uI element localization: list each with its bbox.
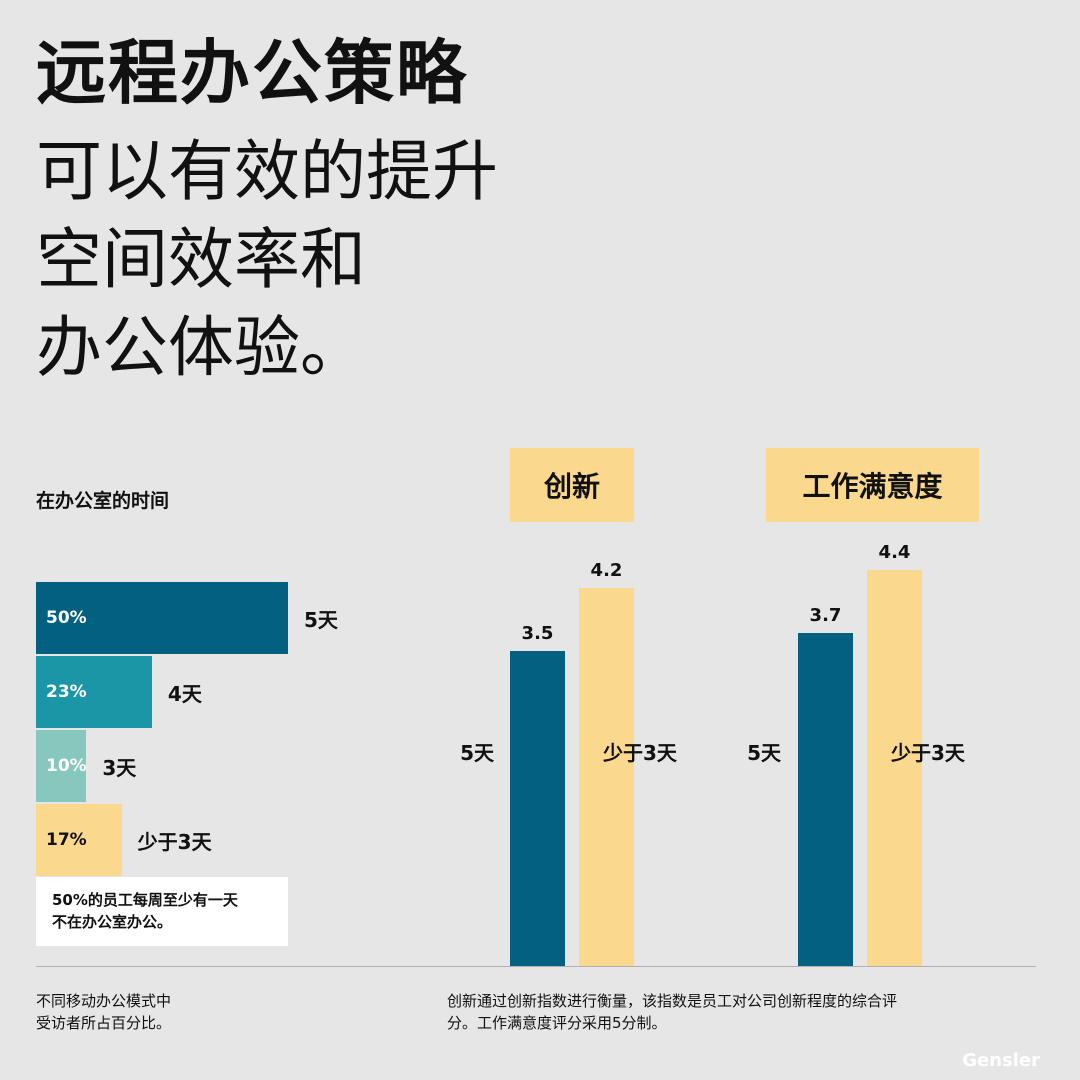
score-value-label: 3.5 [522,623,554,644]
office-time-title: 在办公室的时间 [36,490,170,512]
office-time-bar: 10% [36,730,87,802]
score-bar [867,570,922,966]
headline-bold: 远程办公策略 [36,32,468,114]
score-bar [510,651,565,966]
footnote-right: 创新通过创新指数进行衡量，该指数是员工对公司创新程度的综合评 分。工作满意度评分… [447,990,987,1034]
office-time-category-label: 3天 [102,755,137,780]
office-time-bar: 23% [36,656,152,728]
gensler-logo: Gensler [962,1050,1040,1071]
score-value-label: 3.7 [810,605,842,626]
score-bar [798,633,853,966]
office-time-category-label: 4天 [167,681,202,706]
score-category-label: 少于3天 [602,741,678,765]
footnote-line: 受访者所占百分比。 [36,1014,172,1032]
office-time-category-label: 少于3天 [137,829,212,854]
score-category-label: 5天 [460,741,495,765]
headline-line: 空间效率和 [36,221,366,298]
note-line: 50%的员工每周至少有一天 [52,891,238,909]
score-category-label: 5天 [747,741,782,765]
footnote-line: 不同移动办公模式中 [36,992,172,1010]
footnote-left: 不同移动办公模式中 受访者所占百分比。 [36,990,171,1034]
score-bar [579,588,634,966]
footnote-line: 分。工作满意度评分采用5分制。 [447,1014,667,1032]
headline-body: 可以有效的提升 空间效率和 办公体验。 [36,128,498,392]
footnote-line: 创新通过创新指数进行衡量，该指数是员工对公司创新程度的综合评 [447,992,898,1010]
headline-line: 可以有效的提升 [36,133,498,210]
score-value-label: 4.4 [879,542,911,563]
satisfaction-chart-title: 工作满意度 [766,448,979,522]
headline-line: 办公体验。 [36,309,366,386]
note-line: 不在办公室办公。 [52,913,173,931]
office-time-note: 50%的员工每周至少有一天 不在办公室办公。 [36,877,288,946]
innovation-chart-title: 创新 [510,448,634,522]
office-time-category-label: 5天 [304,607,338,632]
score-value-label: 4.2 [591,560,623,581]
baseline-divider [36,966,1036,967]
score-category-label: 少于3天 [890,741,966,765]
office-time-bar: 50% [36,582,288,654]
office-time-bar: 17% [36,804,122,876]
